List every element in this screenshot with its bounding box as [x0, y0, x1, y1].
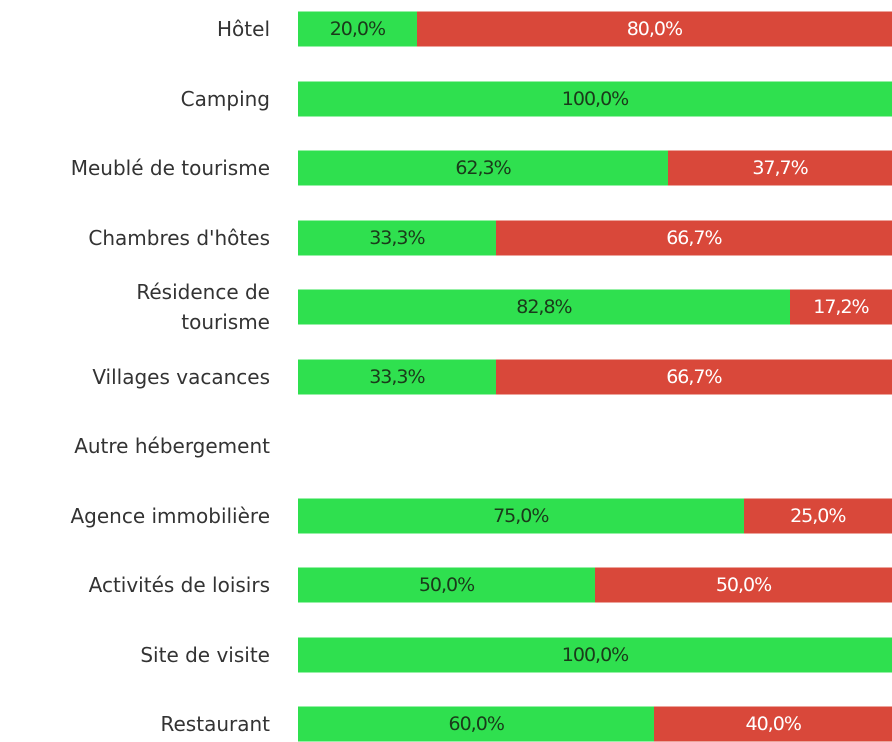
value-label: 20,0% [330, 18, 385, 40]
value-label: 66,7% [666, 227, 721, 249]
category-label: Camping [181, 84, 270, 114]
category-label: Activités de loisirs [89, 570, 270, 600]
value-label: 37,7% [752, 157, 807, 179]
value-label: 25,0% [790, 505, 845, 527]
category-label: Autre hébergement [74, 431, 270, 461]
value-label: 50,0% [419, 574, 474, 596]
value-label: 40,0% [746, 713, 801, 735]
category-label: Site de visite [140, 640, 270, 670]
category-label: Restaurant [161, 709, 271, 739]
category-label: Hôtel [217, 14, 270, 44]
value-label: 100,0% [562, 644, 628, 666]
category-label: Résidence de tourisme [100, 277, 270, 337]
category-label: Chambres d'hôtes [88, 223, 270, 253]
value-label: 100,0% [562, 88, 628, 110]
value-label: 33,3% [369, 366, 424, 388]
value-label: 33,3% [369, 227, 424, 249]
category-label: Meublé de tourisme [71, 153, 270, 183]
value-label: 82,8% [516, 296, 571, 318]
value-label: 75,0% [493, 505, 548, 527]
category-label: Villages vacances [92, 362, 270, 392]
value-label: 50,0% [716, 574, 771, 596]
value-label: 17,2% [813, 296, 868, 318]
value-label: 66,7% [666, 366, 721, 388]
value-label: 60,0% [449, 713, 504, 735]
value-label: 62,3% [455, 157, 510, 179]
category-label: Agence immobilière [70, 501, 270, 531]
value-label: 80,0% [627, 18, 682, 40]
